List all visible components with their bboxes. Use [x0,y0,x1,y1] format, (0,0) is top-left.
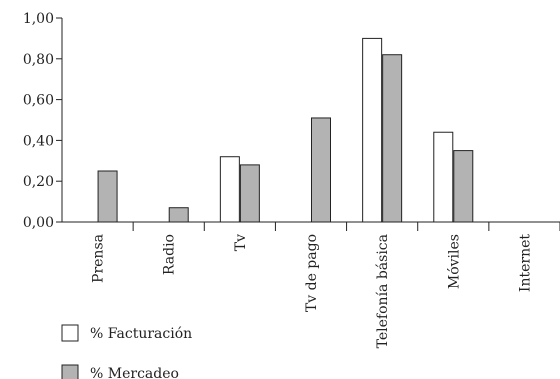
y-tick-label: 0,60 [23,93,54,109]
legend-swatch [61,364,79,379]
category-label: Radio [162,234,178,275]
category-label: Telefonía básica [375,234,391,348]
bar-mercadeo [168,207,189,223]
category-label: Móviles [446,234,462,289]
bar-mercadeo [311,117,331,223]
category-labels: Prensa Radio Tv Tv de pago Telefonía básica M… [91,234,534,349]
bar-mercadeo [239,164,260,223]
bar-mercadeo [97,170,118,223]
category-label: Internet [517,234,533,292]
bar-facturacion [362,37,383,223]
bar-facturacion [219,156,240,223]
legend-swatch [61,324,79,342]
y-tick-label: 1,00 [23,11,54,27]
legend: % Facturación % Mercadeo [61,324,192,379]
bars [97,37,474,223]
bar-mercadeo [453,150,474,223]
y-tick-label: 0,80 [23,52,54,68]
category-label: Prensa [91,234,107,283]
axes: 0,00 0,20 0,40 0,60 0,80 1,00 [23,11,560,231]
y-tick-label: 0,20 [23,174,54,190]
legend-label: % Facturación [90,326,192,342]
y-tick-label: 0,40 [23,133,54,149]
legend-label: % Mercadeo [90,366,179,379]
category-label: Tv [233,234,249,251]
bar-facturacion [433,131,454,223]
bar-mercadeo [382,54,403,223]
category-label: Tv de pago [304,234,320,312]
y-tick-label: 0,00 [23,215,54,231]
